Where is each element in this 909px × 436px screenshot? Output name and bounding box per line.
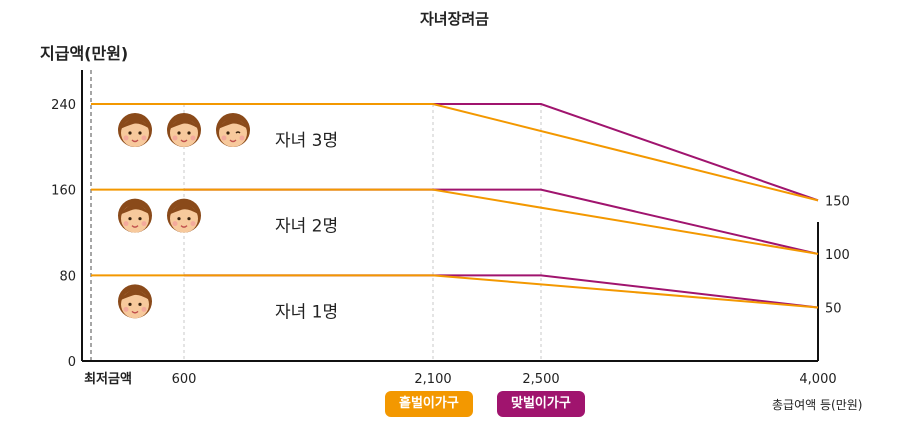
series-line-single <box>91 274 819 309</box>
legend-dual-income: 맞벌이가구 <box>497 391 585 417</box>
series-line-dual <box>184 103 819 202</box>
child-face-icon <box>167 198 201 233</box>
legend-single-income: 홑벌이가구 <box>385 391 473 417</box>
x-tick-label: 2,500 <box>522 372 559 387</box>
x-tick-label: 4,000 <box>799 372 836 387</box>
child-face-icon <box>118 113 152 147</box>
y-tick-label: 160 <box>51 184 76 199</box>
series-line-single <box>91 103 819 202</box>
x-tick-label: 최저금액 <box>84 372 132 387</box>
chart-title: 자녀장려금 <box>419 10 489 28</box>
y-tick-label: 0 <box>68 355 76 370</box>
group-label: 자녀 1명 <box>275 302 338 322</box>
right-tick-label: 150 <box>825 194 850 209</box>
child-face-icon <box>216 113 250 147</box>
child-face-icon <box>167 113 201 147</box>
right-tick-label: 100 <box>825 248 850 263</box>
y-tick-label: 240 <box>51 98 76 113</box>
y-axis-label: 지급액(만원) <box>40 44 129 63</box>
series-line-single <box>91 188 819 255</box>
right-tick-label: 50 <box>825 301 842 316</box>
group-label: 자녀 3명 <box>275 131 338 151</box>
child-face-icon <box>118 198 152 233</box>
group-label: 자녀 2명 <box>275 217 338 237</box>
x-tick-label: 600 <box>172 372 197 387</box>
x-axis-label: 총급여액 등(만원) <box>772 398 863 412</box>
x-tick-label: 2,100 <box>414 372 451 387</box>
child-face-icon <box>118 284 152 319</box>
y-tick-label: 80 <box>59 269 76 284</box>
